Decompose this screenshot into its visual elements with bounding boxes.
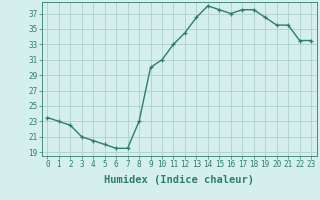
X-axis label: Humidex (Indice chaleur): Humidex (Indice chaleur) xyxy=(104,175,254,185)
